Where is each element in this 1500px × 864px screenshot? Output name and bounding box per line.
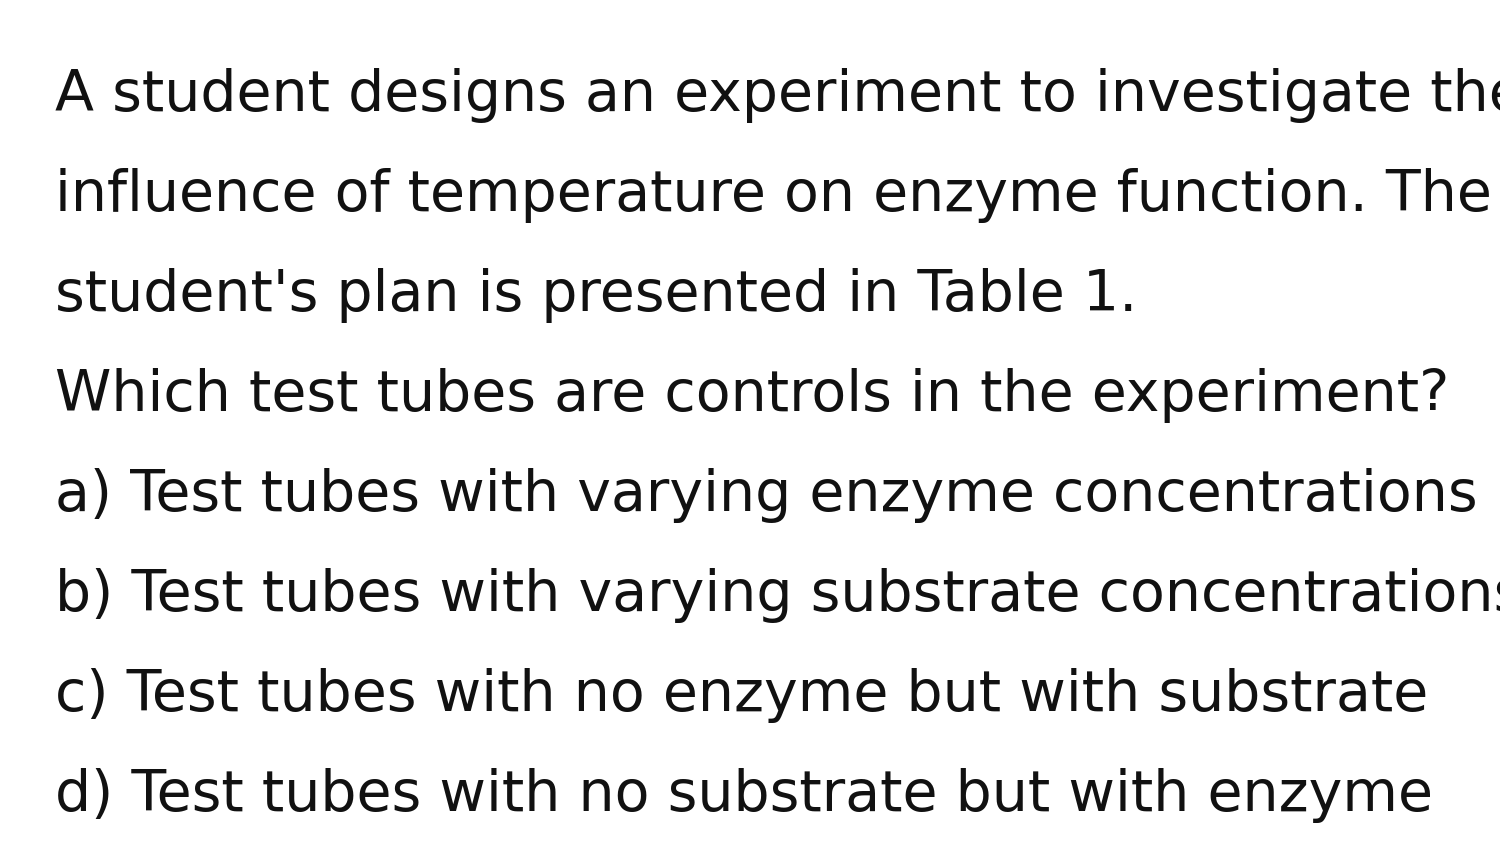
Text: c) Test tubes with no enzyme but with substrate: c) Test tubes with no enzyme but with su… xyxy=(56,668,1428,723)
Text: a) Test tubes with varying enzyme concentrations: a) Test tubes with varying enzyme concen… xyxy=(56,468,1478,523)
Text: d) Test tubes with no substrate but with enzyme: d) Test tubes with no substrate but with… xyxy=(56,768,1432,823)
Text: b) Test tubes with varying substrate concentrations: b) Test tubes with varying substrate con… xyxy=(56,568,1500,623)
Text: student's plan is presented in Table 1.: student's plan is presented in Table 1. xyxy=(56,268,1137,323)
Text: A student designs an experiment to investigate the: A student designs an experiment to inves… xyxy=(56,68,1500,123)
Text: influence of temperature on enzyme function. The: influence of temperature on enzyme funct… xyxy=(56,168,1492,223)
Text: Which test tubes are controls in the experiment?: Which test tubes are controls in the exp… xyxy=(56,368,1449,423)
